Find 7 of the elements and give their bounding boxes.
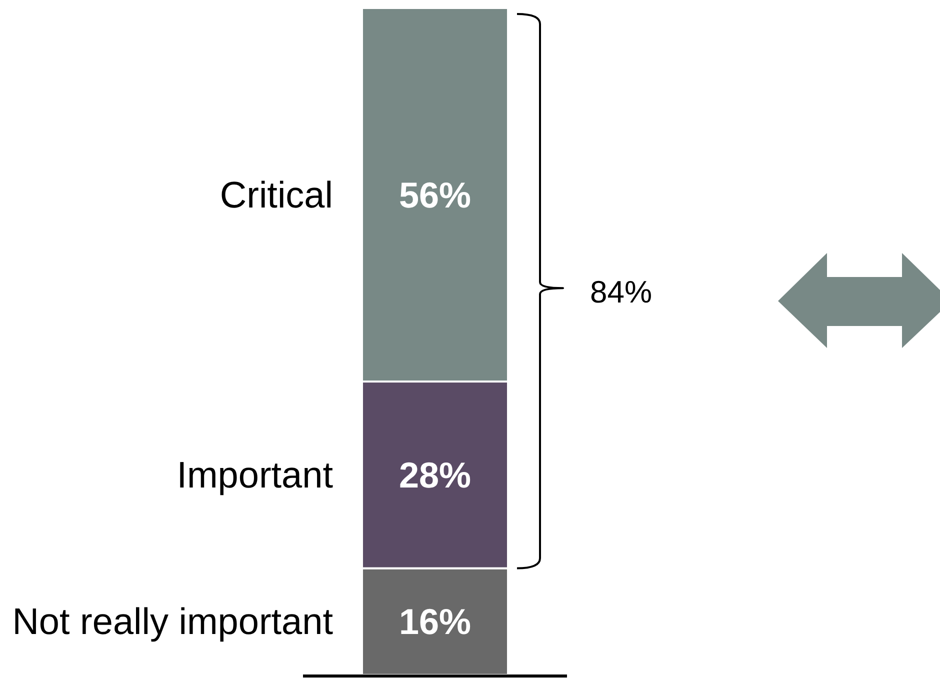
series-label: Not really important xyxy=(12,601,334,642)
data-label: 16% xyxy=(398,601,472,642)
data-label: 28% xyxy=(398,454,472,496)
data-label: 56% xyxy=(398,174,472,216)
text: 84% xyxy=(590,274,652,310)
series-label: Important xyxy=(176,454,334,496)
series-label: Critical xyxy=(220,174,333,216)
